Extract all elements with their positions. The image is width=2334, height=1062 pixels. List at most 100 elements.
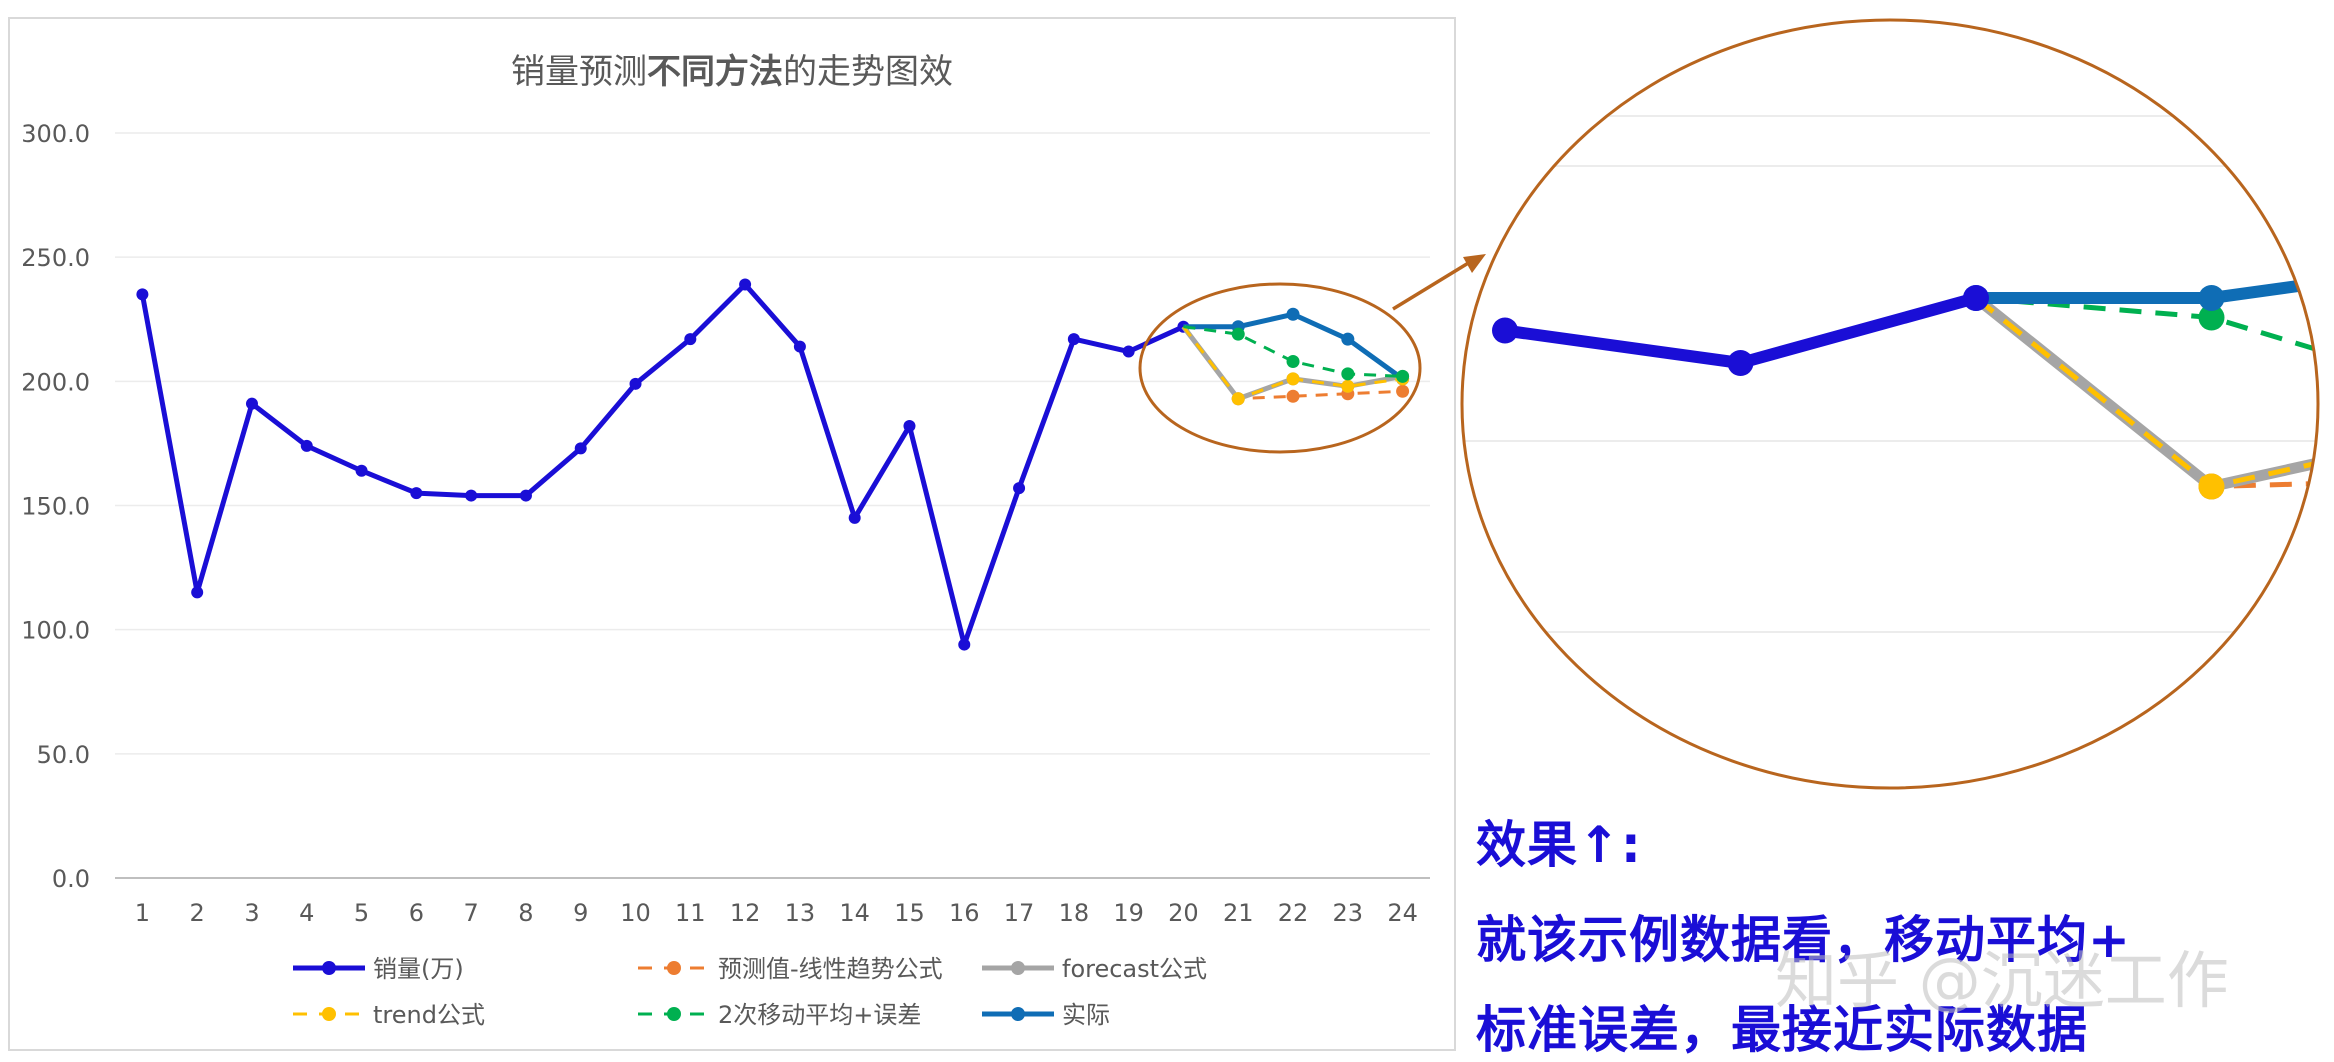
- legend-label: 销量(万): [373, 955, 464, 983]
- x-tick-label: 17: [1004, 899, 1035, 927]
- y-tick-label: 50.0: [37, 741, 90, 769]
- legend-label: forecast公式: [1062, 955, 1207, 983]
- chart-title-part: 不同方法: [647, 52, 783, 92]
- legend-item: 预测值-线性趋势公式: [638, 955, 943, 983]
- x-tick-label: 1: [135, 899, 150, 927]
- data-point: [574, 442, 587, 455]
- legend-item: 销量(万): [293, 955, 464, 983]
- legend-swatch-marker: [1011, 961, 1025, 975]
- zoom-background: [1462, 20, 2318, 788]
- watermark: 知乎 @沉迷工作: [1775, 944, 2229, 1017]
- y-tick-label: 300.0: [21, 120, 90, 148]
- data-point: [629, 377, 642, 390]
- x-tick-label: 19: [1113, 899, 1144, 927]
- data-point: [355, 464, 368, 477]
- data-point: [684, 333, 697, 346]
- data-point: [191, 586, 204, 599]
- data-point: [410, 487, 423, 500]
- data-point: [136, 288, 149, 301]
- zoom-data-point: [2198, 473, 2225, 500]
- x-tick-label: 21: [1223, 899, 1254, 927]
- data-point: [793, 340, 806, 353]
- legend-label: trend公式: [373, 1001, 485, 1029]
- data-point: [1231, 327, 1245, 341]
- zoom-content: [1462, 20, 2318, 788]
- legend-item: 实际: [982, 1001, 1110, 1029]
- chart-title-part: 的走势图效: [783, 52, 953, 92]
- data-point: [300, 439, 313, 452]
- x-tick-label: 10: [620, 899, 651, 927]
- legend-item: 2次移动平均+误差: [638, 1001, 921, 1029]
- y-tick-label: 250.0: [21, 244, 90, 272]
- x-tick-label: 5: [354, 899, 369, 927]
- chart-title-part: 销量预测: [511, 52, 647, 92]
- legend-swatch-marker: [667, 961, 681, 975]
- data-point: [1341, 332, 1355, 346]
- data-point: [1341, 367, 1355, 381]
- x-tick-label: 2: [190, 899, 205, 927]
- y-tick-label: 100.0: [21, 617, 90, 645]
- data-point: [1286, 389, 1300, 403]
- legend-swatch-marker: [1011, 1007, 1025, 1021]
- legend-item: forecast公式: [982, 955, 1207, 983]
- legend-item: trend公式: [293, 1001, 485, 1029]
- zoom-data-point: [2198, 285, 2225, 311]
- data-point: [958, 638, 971, 651]
- series-line-2: [1182, 325, 1403, 401]
- legend-swatch-marker: [667, 1007, 681, 1021]
- zoom-data-point: [1492, 317, 1518, 344]
- x-tick-label: 15: [894, 899, 925, 927]
- x-tick-label: 6: [409, 899, 424, 927]
- chart-title: 销量预测不同方法的走势图效: [511, 52, 953, 92]
- data-point: [903, 420, 916, 433]
- zoom-ellipse-border: [1460, 18, 2320, 790]
- zoom-series-line-5: [1975, 295, 2318, 431]
- legend-swatch-marker: [322, 1007, 336, 1021]
- data-point: [1286, 372, 1300, 386]
- y-tick-label: 200.0: [21, 368, 90, 396]
- data-point: [1396, 384, 1410, 398]
- annotation-line-2: 就该示例数据看，移动平均+: [1476, 911, 2131, 969]
- highlight-ellipse: [1138, 282, 1422, 454]
- zoom-data-point: [1963, 285, 1989, 311]
- y-tick-label: 150.0: [21, 493, 90, 521]
- x-tick-label: 12: [730, 899, 761, 927]
- zoom-series-line-4: [1974, 296, 2318, 489]
- x-tick-label: 4: [299, 899, 314, 927]
- x-tick-label: 20: [1168, 899, 1199, 927]
- data-point: [1231, 392, 1245, 406]
- series-line-1: [139, 281, 1185, 648]
- data-point: [465, 489, 478, 502]
- legend-label: 实际: [1062, 1001, 1110, 1029]
- data-point: [1122, 345, 1135, 358]
- data-point: [245, 397, 258, 410]
- annotation-line-1: 效果↑:: [1476, 816, 1642, 874]
- data-point: [739, 278, 752, 291]
- data-point: [1341, 379, 1355, 393]
- x-tick-label: 23: [1333, 899, 1364, 927]
- data-point: [1286, 354, 1300, 368]
- x-tick-label: 11: [675, 899, 706, 927]
- annotation-line-3: 标准误差，最接近实际数据: [1476, 1001, 2088, 1059]
- legend-label: 2次移动平均+误差: [718, 1001, 921, 1029]
- y-tick-label: 0.0: [52, 865, 90, 893]
- x-tick-label: 13: [785, 899, 816, 927]
- data-point: [1286, 307, 1300, 321]
- zoom-series-line-6: [1976, 259, 2318, 440]
- sales-forecast-chart: 销量预测不同方法的走势图效 0.0 50.0 100.0 150.0 200.0 250.0…: [21, 52, 1430, 1029]
- x-tick-label: 18: [1059, 899, 1090, 927]
- x-tick-label: 24: [1387, 899, 1418, 927]
- x-tick-label: 3: [244, 899, 259, 927]
- callout-arrow-head: [1463, 254, 1486, 273]
- zoom-data-point: [2198, 304, 2225, 331]
- x-tick-label: 8: [518, 899, 533, 927]
- x-tick-label: 16: [949, 899, 980, 927]
- zoom-data-point: [1727, 350, 1754, 376]
- data-point: [1396, 369, 1410, 383]
- x-tick-label: 14: [839, 899, 870, 927]
- data-point: [1013, 482, 1026, 495]
- x-tick-label: 7: [464, 899, 479, 927]
- legend-swatch-marker: [322, 961, 336, 975]
- data-point: [519, 489, 532, 502]
